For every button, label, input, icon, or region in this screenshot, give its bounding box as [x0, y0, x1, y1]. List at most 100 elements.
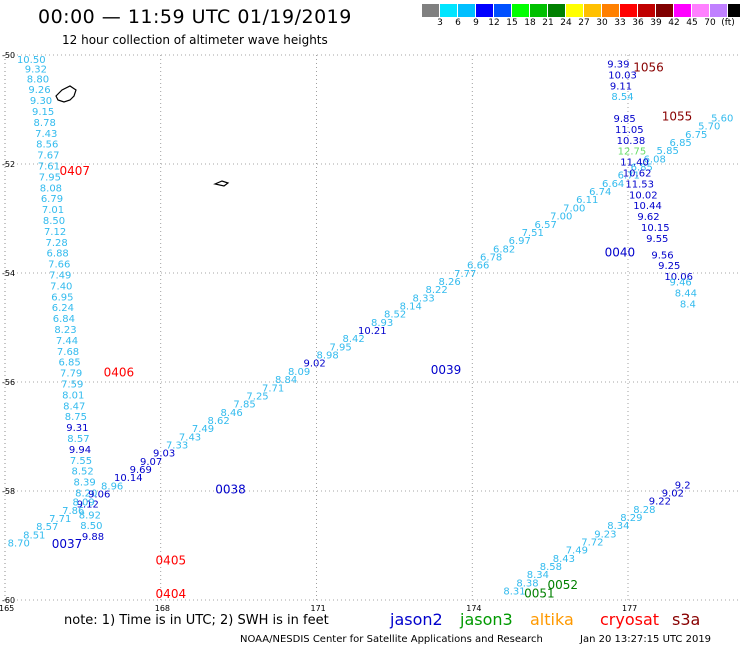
wave-height-value: 9.85	[613, 114, 635, 125]
generated-timestamp: Jan 20 13:27:15 UTC 2019	[580, 634, 712, 645]
wave-height-value: 9.02	[304, 359, 326, 370]
wave-height-tracks: 10.509.328.809.269.309.158.787.438.567.6…	[8, 55, 734, 597]
legend-swatch	[566, 4, 584, 17]
legend-swatch	[476, 4, 494, 17]
wave-height-value: 8.98	[317, 351, 339, 362]
pass-time-label: 0037	[52, 537, 83, 551]
wave-height-value: 8.52	[384, 310, 406, 321]
wave-height-value: 9.62	[637, 212, 659, 223]
wave-height-value: 6.57	[535, 220, 557, 231]
legend-label: 6	[455, 18, 461, 28]
wave-height-value: 10.03	[608, 70, 637, 81]
wave-height-value: 6.08	[644, 154, 666, 165]
wave-height-value: 8.62	[207, 416, 229, 427]
wave-height-value: 8.80	[27, 74, 49, 85]
wave-height-value: 9.06	[88, 490, 110, 501]
wave-height-value: 8.58	[540, 562, 562, 573]
wave-height-value: 6.24	[52, 303, 74, 314]
auckland-islands-outline	[55, 85, 77, 103]
wave-height-value: 7.49	[192, 424, 214, 435]
wave-height-value: 9.30	[30, 96, 52, 107]
wave-height-value: 7.01	[42, 205, 64, 216]
wave-height-value: 6.75	[685, 130, 707, 141]
lat-tick-label: -60	[2, 596, 15, 605]
wave-height-value: 7.95	[39, 172, 61, 183]
wave-height-value: 8.75	[65, 412, 87, 423]
pass-time-label: 0404	[156, 587, 187, 601]
wave-height-value: 5.85	[657, 146, 679, 157]
legend-swatch	[512, 4, 530, 17]
legend-swatch	[728, 4, 740, 17]
page-subtitle: 12 hour collection of altimeter wave hei…	[62, 33, 328, 47]
wave-height-value: 9.2	[675, 480, 691, 491]
legend-label: 45	[686, 18, 698, 28]
wave-height-value: 6.78	[480, 252, 502, 263]
legend-label: 36	[632, 18, 644, 28]
wave-height-value: 8.42	[342, 334, 364, 345]
legend-swatches	[422, 4, 740, 17]
wave-height-value: 9.23	[594, 529, 616, 540]
wave-height-value: 9.25	[658, 261, 680, 272]
wave-height-value: 8.54	[611, 92, 633, 103]
wave-height-value: 8.44	[675, 288, 697, 299]
wave-height-value: 8.57	[36, 522, 58, 533]
lat-tick-label: -50	[2, 51, 15, 60]
legend-label: (ft)	[721, 18, 735, 28]
wave-height-value: 9.12	[77, 499, 99, 510]
legend-swatch	[656, 4, 674, 17]
legend-swatch	[548, 4, 566, 17]
wave-height-value: 7.59	[61, 379, 83, 390]
legend-label: 42	[668, 18, 680, 28]
lon-tick-label: 165	[0, 604, 14, 613]
wave-height-value: 9.55	[646, 234, 668, 245]
wave-height-value: 9.88	[82, 532, 104, 543]
wave-height-value: 7.85	[233, 400, 255, 411]
wave-height-value: 8.84	[275, 375, 297, 386]
wave-height-value: 8.93	[371, 318, 393, 329]
pass-time-label: 0040	[605, 246, 636, 260]
wave-height-value: 10.44	[633, 201, 662, 212]
wave-height-value: 7.67	[37, 151, 59, 162]
wave-height-value: 8.39	[74, 478, 96, 489]
wave-height-value: 10.02	[629, 190, 658, 201]
wave-height-value: 8.01	[62, 390, 84, 401]
pass-time-label: 0038	[215, 483, 246, 497]
wave-height-value: 7.71	[262, 383, 284, 394]
wave-height-value: 8.43	[553, 554, 575, 565]
legend-label: 24	[560, 18, 572, 28]
lat-tick-label: -52	[2, 160, 15, 169]
wave-height-value: 8.52	[71, 467, 93, 478]
wave-height-value: 6.66	[467, 261, 489, 272]
wave-height-value: 7.25	[246, 391, 268, 402]
wave-height-value: 9.15	[32, 107, 54, 118]
wave-height-value: 7.43	[35, 129, 57, 140]
legend-swatch	[530, 4, 548, 17]
wave-height-value: 10.38	[617, 136, 646, 147]
wave-height-value: 7.77	[454, 269, 476, 280]
pass-time-label: 0052	[548, 578, 579, 592]
satellite-jason3: jason3	[460, 610, 513, 629]
legend-swatch	[440, 4, 458, 17]
wave-height-value: 8.34	[607, 521, 629, 532]
pass-time-label: 0406	[104, 366, 135, 380]
legend-swatch	[710, 4, 728, 17]
wave-height-value: 6.85	[631, 163, 653, 174]
wave-height-value: 8.26	[439, 277, 461, 288]
wave-height-value: 9.02	[662, 488, 684, 499]
wave-height-value: 8.09	[72, 498, 94, 509]
wave-height-value: 9.31	[66, 423, 88, 434]
wave-height-value: 7.51	[522, 228, 544, 239]
pass-time-label: 0405	[156, 554, 187, 568]
credit-line: NOAA/NESDIS Center for Satellite Applica…	[240, 634, 543, 645]
lon-tick-label: 171	[311, 604, 326, 613]
wave-height-value: 7.79	[60, 369, 82, 380]
wave-height-value: 8.31	[503, 587, 525, 598]
wave-height-value: 6.88	[47, 249, 69, 260]
wave-height-value: 8.34	[527, 570, 549, 581]
footer-note: note: 1) Time is in UTC; 2) SWH is in fe…	[64, 613, 329, 628]
pass-time-label: 1056	[633, 60, 664, 74]
wave-height-value: 7.43	[179, 432, 201, 443]
legend-swatch	[620, 4, 638, 17]
wave-height-value: 8.20	[75, 488, 97, 499]
